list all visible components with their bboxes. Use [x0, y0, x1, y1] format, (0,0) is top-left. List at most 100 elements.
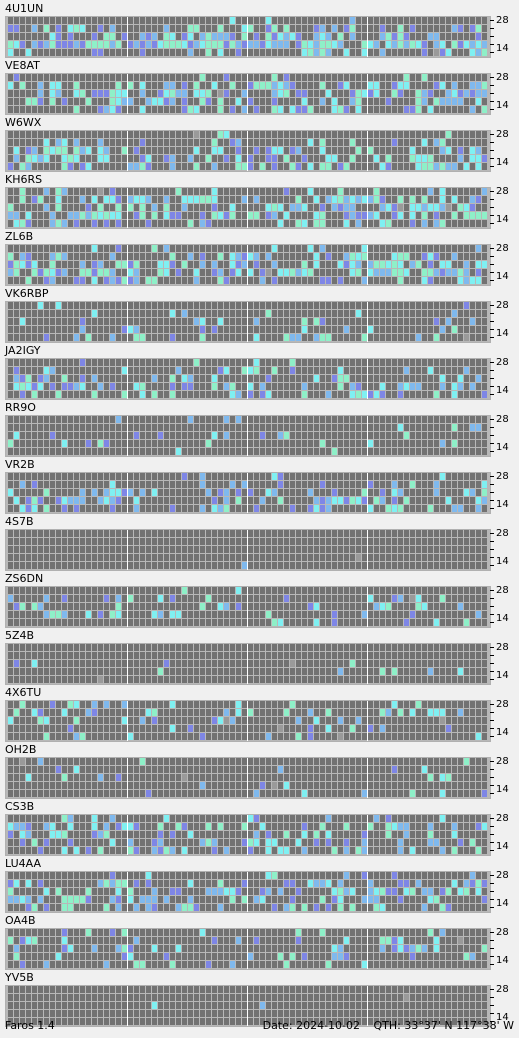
- grid-cell: [356, 668, 361, 675]
- grid-cell: [164, 546, 169, 553]
- grid-cell: [44, 644, 49, 651]
- grid-cell: [44, 530, 49, 537]
- grid-cell: [200, 448, 205, 455]
- grid-cell: [212, 359, 217, 366]
- grid-cell: [164, 17, 169, 24]
- grid-cell: [290, 383, 295, 390]
- grid-cell: [290, 98, 295, 105]
- grid-cell: [194, 188, 199, 195]
- grid-cell: [446, 489, 451, 496]
- grid-cell: [296, 505, 301, 512]
- grid-cell: [80, 424, 85, 431]
- grid-cell: [218, 481, 223, 488]
- grid-cell: [98, 676, 103, 683]
- grid-cell: [242, 49, 247, 56]
- grid-cell: [404, 644, 409, 651]
- grid-cell: [386, 302, 391, 309]
- grid-cell: [284, 530, 289, 537]
- grid-cell: [386, 147, 391, 154]
- grid-cell: [278, 139, 283, 146]
- grid-cell: [440, 17, 445, 24]
- grid-cell: [188, 619, 193, 626]
- grid-cell: [374, 481, 379, 488]
- grid-cell: [386, 652, 391, 659]
- grid-cell: [92, 74, 97, 81]
- grid-cell: [128, 147, 133, 154]
- grid-cell: [368, 554, 373, 561]
- grid-cell: [116, 49, 121, 56]
- grid-cell: [320, 489, 325, 496]
- grid-cell: [368, 619, 373, 626]
- grid-cell: [224, 538, 229, 545]
- grid-cell: [416, 448, 421, 455]
- grid-cell: [212, 668, 217, 675]
- grid-cell: [68, 220, 73, 227]
- grid-cell: [260, 587, 265, 594]
- grid-cell: [308, 562, 313, 569]
- grid-cell: [410, 587, 415, 594]
- grid-cell: [146, 562, 151, 569]
- grid-cell: [50, 383, 55, 390]
- propagation-grid: [5, 187, 491, 229]
- grid-cell: [482, 644, 487, 651]
- grid-cell: [320, 473, 325, 480]
- grid-cell: [308, 334, 313, 341]
- grid-cell: [14, 106, 19, 113]
- grid-cell: [140, 587, 145, 594]
- grid-cell: [398, 391, 403, 398]
- grid-cell: [44, 603, 49, 610]
- grid-cell: [464, 546, 469, 553]
- grid-cell: [194, 277, 199, 284]
- grid-cell: [86, 277, 91, 284]
- grid-cell: [284, 277, 289, 284]
- grid-cell: [308, 139, 313, 146]
- station-callsign: KH6RS: [5, 173, 43, 186]
- grid-cell: [26, 619, 31, 626]
- grid-cell: [74, 334, 79, 341]
- grid-cell: [218, 367, 223, 374]
- grid-cell: [452, 481, 457, 488]
- grid-cell: [164, 147, 169, 154]
- grid-cell: [458, 432, 463, 439]
- grid-cell: [446, 391, 451, 398]
- grid-cell: [230, 269, 235, 276]
- grid-cell: [38, 448, 43, 455]
- grid-cell: [80, 41, 85, 48]
- grid-cell: [320, 302, 325, 309]
- grid-cell: [470, 391, 475, 398]
- grid-cell: [278, 652, 283, 659]
- grid-cell: [68, 367, 73, 374]
- grid-cell: [98, 554, 103, 561]
- grid-cell: [404, 432, 409, 439]
- grid-cell: [470, 334, 475, 341]
- grid-cell: [170, 163, 175, 170]
- grid-cell: [440, 196, 445, 203]
- grid-cell: [452, 139, 457, 146]
- grid-cell: [320, 562, 325, 569]
- grid-cell: [392, 440, 397, 447]
- grid-cell: [332, 660, 337, 667]
- grid-cell: [176, 41, 181, 48]
- grid-cell: [62, 220, 67, 227]
- grid-cell: [206, 41, 211, 48]
- grid-cell: [398, 359, 403, 366]
- grid-cell: [314, 49, 319, 56]
- grid-cell: [278, 660, 283, 667]
- grid-cell: [452, 554, 457, 561]
- grid-cell: [92, 603, 97, 610]
- grid-cell: [62, 318, 67, 325]
- grid-cell: [116, 220, 121, 227]
- grid-cell: [392, 546, 397, 553]
- grid-cell: [314, 98, 319, 105]
- grid-cell: [8, 261, 13, 268]
- grid-cell: [80, 302, 85, 309]
- grid-cell: [164, 302, 169, 309]
- grid-cell: [86, 310, 91, 317]
- grid-cell: [374, 676, 379, 683]
- grid-cell: [326, 383, 331, 390]
- station-callsign: 4U1UN: [5, 2, 44, 15]
- grid-cell: [134, 220, 139, 227]
- grid-cell: [434, 334, 439, 341]
- grid-cell: [452, 326, 457, 333]
- grid-cell: [68, 587, 73, 594]
